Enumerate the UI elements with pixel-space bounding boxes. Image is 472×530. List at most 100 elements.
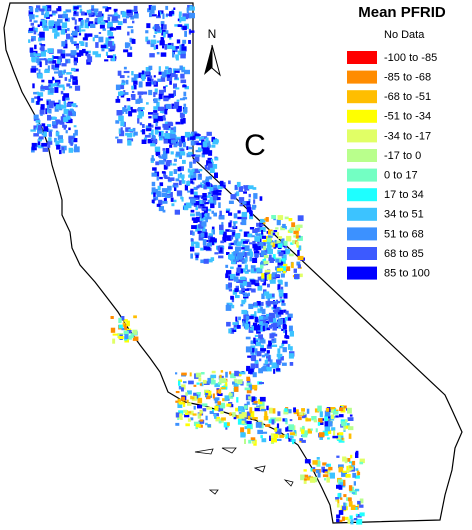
fire-patch — [225, 273, 229, 279]
fire-patch — [278, 360, 282, 364]
fire-patch — [238, 252, 245, 257]
fire-patch — [205, 390, 212, 396]
fire-patch — [357, 471, 361, 476]
fire-patch — [302, 425, 305, 430]
fire-patch — [125, 108, 128, 114]
fire-patch — [271, 344, 278, 347]
fire-patch — [201, 184, 205, 188]
fire-patch — [170, 151, 174, 155]
fire-patch — [171, 203, 175, 207]
fire-patch — [252, 402, 258, 405]
fire-patch — [156, 101, 160, 108]
fire-patch — [33, 20, 38, 23]
fire-patch — [193, 384, 197, 387]
fire-patch — [219, 377, 225, 384]
fire-patch — [188, 380, 194, 385]
fire-patch — [192, 413, 197, 416]
fire-patch — [337, 519, 343, 522]
fire-patch — [163, 31, 166, 38]
fire-patch — [252, 347, 255, 353]
fire-patch — [248, 193, 251, 198]
fire-patch — [208, 233, 213, 238]
fire-patch — [275, 243, 281, 248]
fire-patch — [217, 401, 221, 405]
fire-patch — [237, 254, 244, 260]
fire-patch — [183, 103, 187, 107]
fire-patch — [186, 399, 189, 404]
fire-patch — [197, 404, 203, 409]
fire-patch — [301, 429, 305, 434]
fire-patch — [131, 77, 137, 83]
fire-patch — [280, 266, 286, 272]
fire-patch — [145, 30, 149, 34]
fire-patch — [130, 94, 136, 98]
data-patches — [28, 5, 365, 525]
fire-patch — [180, 135, 185, 142]
fire-patch — [208, 176, 213, 180]
fire-patch — [248, 439, 252, 444]
fire-patch — [271, 438, 277, 443]
fire-patch — [262, 339, 266, 344]
fire-patch — [241, 412, 247, 418]
fire-patch — [233, 259, 239, 262]
fire-patch — [289, 419, 293, 422]
fire-patch — [77, 5, 82, 8]
fire-patch — [124, 92, 129, 95]
fire-patch — [325, 408, 330, 412]
fire-patch — [146, 102, 149, 105]
fire-patch — [238, 406, 243, 412]
fire-patch — [219, 224, 224, 231]
fire-patch — [48, 109, 52, 114]
fire-patch — [76, 53, 82, 57]
fire-patch — [120, 127, 123, 133]
fire-patch — [163, 97, 169, 102]
fire-patch — [347, 518, 351, 524]
fire-patch — [232, 289, 238, 295]
fire-patch — [247, 292, 250, 297]
fire-patch — [161, 192, 168, 197]
fire-patch — [200, 259, 206, 264]
fire-patch — [123, 49, 129, 53]
fire-patch — [354, 488, 360, 492]
fire-patch — [133, 315, 137, 319]
fire-patch — [228, 288, 232, 292]
fire-patch — [147, 77, 152, 82]
fire-patch — [81, 29, 86, 32]
fire-patch — [175, 372, 178, 375]
fire-patch — [209, 197, 213, 203]
fire-patch — [285, 329, 288, 336]
fire-patch — [179, 166, 184, 171]
fire-patch — [203, 200, 207, 203]
fire-patch — [215, 416, 220, 419]
fire-patch — [181, 50, 186, 56]
fire-patch — [166, 193, 173, 197]
fire-patch — [324, 415, 328, 422]
fire-patch — [157, 115, 163, 122]
fire-patch — [44, 58, 47, 61]
fire-patch — [47, 114, 51, 121]
fire-patch — [233, 383, 239, 388]
fire-patch — [44, 23, 47, 26]
fire-patch — [261, 324, 264, 327]
fire-patch — [204, 195, 211, 198]
fire-patch — [148, 116, 152, 119]
fire-patch — [181, 46, 187, 52]
fire-patch — [226, 403, 232, 407]
fire-patch — [30, 52, 36, 57]
fire-patch — [217, 381, 222, 385]
fire-patch — [212, 229, 215, 235]
fire-patch — [152, 167, 157, 171]
fire-patch — [59, 149, 62, 155]
fire-patch — [33, 56, 40, 60]
fire-patch — [118, 128, 121, 134]
fire-patch — [342, 470, 347, 473]
fire-patch — [37, 139, 41, 146]
fire-patch — [48, 84, 51, 87]
fire-patch — [328, 407, 335, 413]
fire-patch — [173, 83, 177, 89]
fire-patch — [167, 45, 173, 49]
fire-patch — [127, 105, 131, 111]
fire-patch — [271, 362, 277, 369]
fire-patch — [162, 123, 168, 128]
fire-patch — [115, 120, 120, 124]
